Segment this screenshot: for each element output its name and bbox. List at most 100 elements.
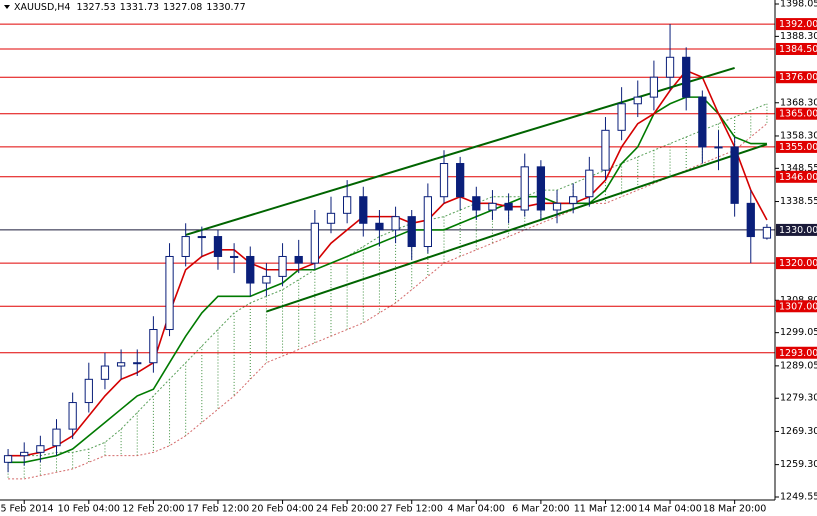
y-tick-label: 1259.30 — [780, 459, 817, 470]
candle-body — [229, 255, 239, 258]
x-tick-label: 27 Feb 12:00 — [381, 504, 443, 515]
x-tick-label: 24 Feb 20:00 — [316, 504, 378, 515]
candle-body — [36, 445, 45, 453]
symbol: XAUUSD,H4 — [14, 2, 70, 13]
candle-body — [213, 236, 223, 257]
trend-line — [266, 143, 768, 313]
candle-body — [520, 166, 529, 211]
y-tick-label: 1368.30 — [780, 97, 817, 108]
x-tick-label: 18 Mar 20:00 — [703, 504, 766, 515]
candle-body — [359, 196, 368, 224]
open-price: 1327.53 — [76, 2, 115, 13]
x-tick-label: 11 Mar 12:00 — [574, 504, 637, 515]
level-label-box — [776, 18, 817, 31]
level-label-box — [776, 107, 817, 120]
candle-body — [472, 196, 481, 211]
candle-body — [84, 378, 93, 404]
close-price: 1330.77 — [206, 2, 245, 13]
candle-body — [181, 236, 190, 257]
candle-body — [407, 216, 416, 248]
x-tick-label: 12 Feb 20:00 — [122, 504, 184, 515]
candle-body — [682, 56, 691, 98]
level-label-box — [776, 300, 817, 313]
candle-body — [165, 255, 174, 331]
x-tick-label: 14 Mar 04:00 — [638, 504, 701, 515]
tenkan-line — [8, 69, 768, 457]
candle-body — [730, 146, 739, 204]
candle-body — [310, 222, 319, 264]
candle-body — [504, 202, 513, 211]
candle-body — [536, 166, 546, 211]
candle-body — [133, 362, 142, 365]
level-label-box — [776, 346, 817, 359]
candle-body — [585, 169, 594, 198]
candle-body — [375, 222, 384, 231]
plot-area — [0, 23, 775, 480]
level-label: 1293.00 — [779, 348, 817, 359]
candle-body — [52, 428, 61, 447]
level-label-box — [776, 42, 817, 55]
candle-body — [698, 96, 707, 148]
level-label: 1376.00 — [779, 72, 817, 83]
y-tick-label: 1338.55 — [780, 196, 817, 207]
chart-header: XAUUSD,H4 1327.53 1331.73 1327.08 1330.77 — [14, 2, 246, 13]
level-label-box — [776, 257, 817, 270]
candle-body — [326, 212, 336, 224]
candle-body — [423, 196, 432, 248]
level-label: 1346.00 — [779, 172, 817, 183]
trend-line — [185, 66, 735, 236]
candle-body — [601, 129, 610, 171]
candle-body — [294, 255, 303, 264]
candle-body — [456, 163, 465, 198]
menu-arrow[interactable] — [4, 5, 10, 9]
x-tick-label: 10 Feb 04:00 — [58, 504, 120, 515]
candle-body — [665, 56, 675, 78]
candle-body — [68, 402, 77, 430]
candle-body — [439, 163, 449, 198]
candle-body — [100, 365, 110, 380]
candle-body — [649, 76, 659, 98]
x-tick-label: 5 Feb 2014 — [0, 504, 53, 515]
candle-body — [116, 362, 126, 367]
y-tick-label: 1388.30 — [780, 31, 817, 42]
x-tick-label: 4 Mar 04:00 — [448, 504, 505, 515]
candle-body — [746, 202, 755, 238]
candle-body — [391, 216, 400, 231]
candle-body — [246, 255, 255, 284]
candle-body — [149, 329, 158, 364]
y-tick-label: 1348.55 — [780, 163, 817, 174]
x-tick-label: 6 Mar 20:00 — [512, 504, 569, 515]
candle-body — [197, 236, 206, 239]
candle-body — [262, 275, 271, 284]
y-tick-label: 1358.30 — [780, 130, 817, 141]
level-label: 1384.50 — [779, 44, 817, 55]
low-price: 1327.08 — [163, 2, 202, 13]
y-tick-label: 1398.05 — [780, 0, 817, 10]
y-tick-label: 1289.05 — [780, 360, 817, 371]
kijun-line — [8, 96, 767, 464]
level-label: 1355.00 — [779, 142, 817, 153]
x-tick-label: 20 Feb 04:00 — [251, 504, 313, 515]
y-tick-label: 1269.30 — [780, 426, 817, 437]
level-label: 1330.00 — [779, 225, 817, 236]
candle-body — [569, 196, 578, 204]
candle-body — [762, 226, 772, 239]
candle-body — [552, 202, 562, 211]
level-label-box — [776, 140, 817, 153]
level-label: 1320.00 — [779, 258, 817, 269]
level-label-box — [776, 170, 817, 183]
y-tick-label: 1249.55 — [780, 492, 817, 503]
level-label: 1307.00 — [779, 301, 817, 312]
candle-body — [617, 103, 626, 131]
y-tick-label: 1279.30 — [780, 393, 817, 404]
high-price: 1331.73 — [120, 2, 159, 13]
candle-body — [20, 451, 29, 457]
level-label-box — [776, 223, 817, 236]
candle-body — [343, 196, 352, 214]
level-label-box — [776, 71, 817, 84]
level-label: 1392.00 — [779, 19, 817, 30]
